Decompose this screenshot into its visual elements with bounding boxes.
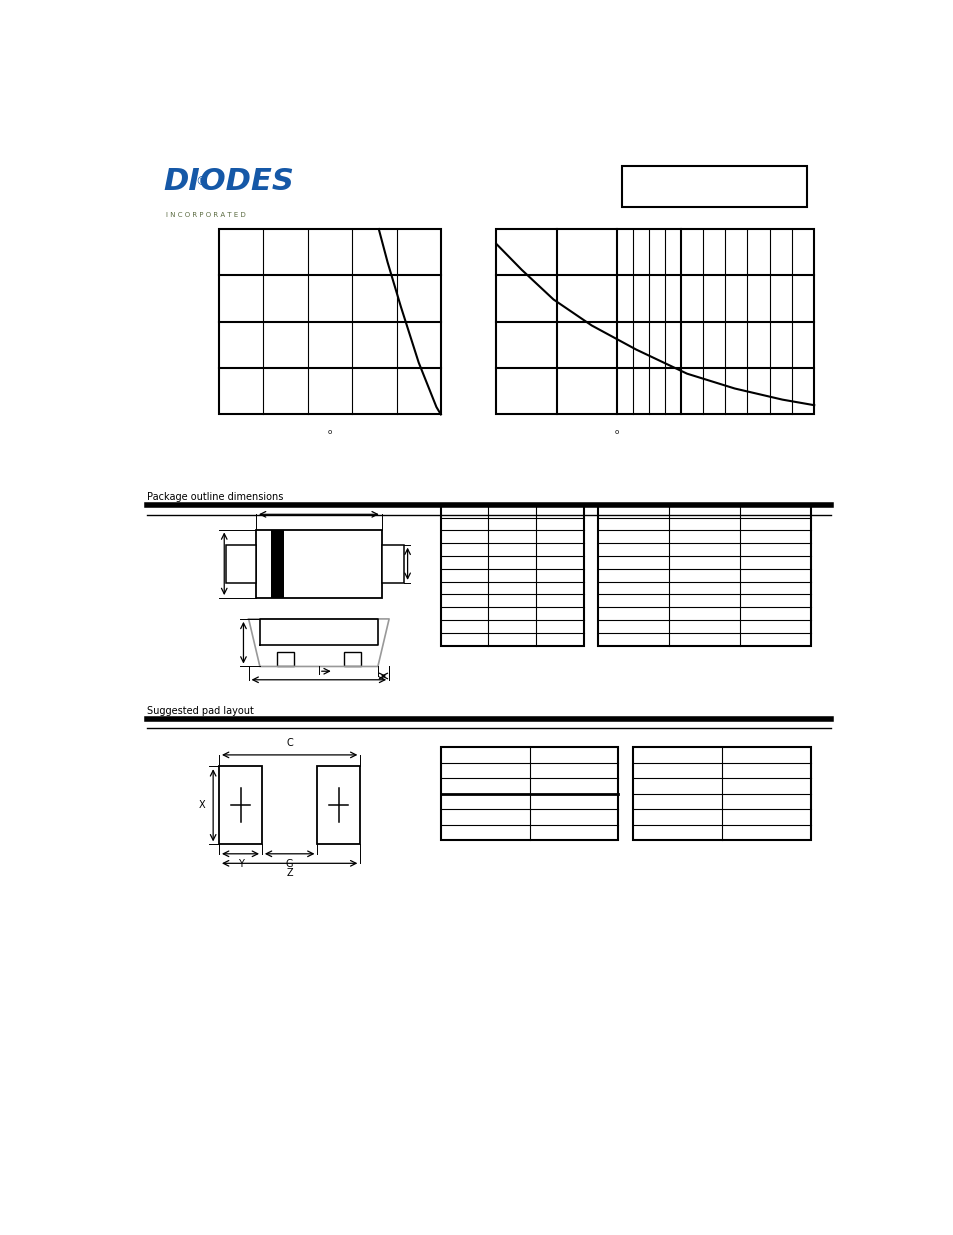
Text: X: X bbox=[199, 800, 206, 810]
Bar bbox=[271, 530, 283, 598]
Bar bbox=[255, 530, 381, 598]
Bar bbox=[440, 747, 618, 841]
Text: o: o bbox=[328, 429, 332, 435]
Text: Suggested pad layout: Suggested pad layout bbox=[147, 706, 253, 716]
Bar bbox=[633, 747, 810, 841]
Text: DIODES: DIODES bbox=[164, 167, 294, 196]
Bar bbox=[317, 766, 360, 845]
Bar bbox=[219, 228, 440, 415]
Text: I N C O R P O R A T E D: I N C O R P O R A T E D bbox=[166, 212, 245, 219]
Text: Package outline dimensions: Package outline dimensions bbox=[147, 492, 283, 501]
Text: C: C bbox=[286, 739, 293, 748]
Text: o: o bbox=[615, 429, 618, 435]
Bar bbox=[344, 652, 360, 667]
Bar bbox=[381, 545, 403, 583]
Bar bbox=[219, 766, 262, 845]
Bar bbox=[598, 505, 810, 646]
Text: Y: Y bbox=[237, 858, 243, 868]
Text: Z: Z bbox=[286, 868, 293, 878]
Text: ®: ® bbox=[164, 175, 208, 188]
Bar bbox=[496, 228, 813, 415]
Bar bbox=[276, 652, 294, 667]
Bar bbox=[440, 505, 583, 646]
Bar bbox=[226, 545, 255, 583]
Bar bbox=[621, 167, 806, 207]
Text: G: G bbox=[286, 858, 294, 868]
